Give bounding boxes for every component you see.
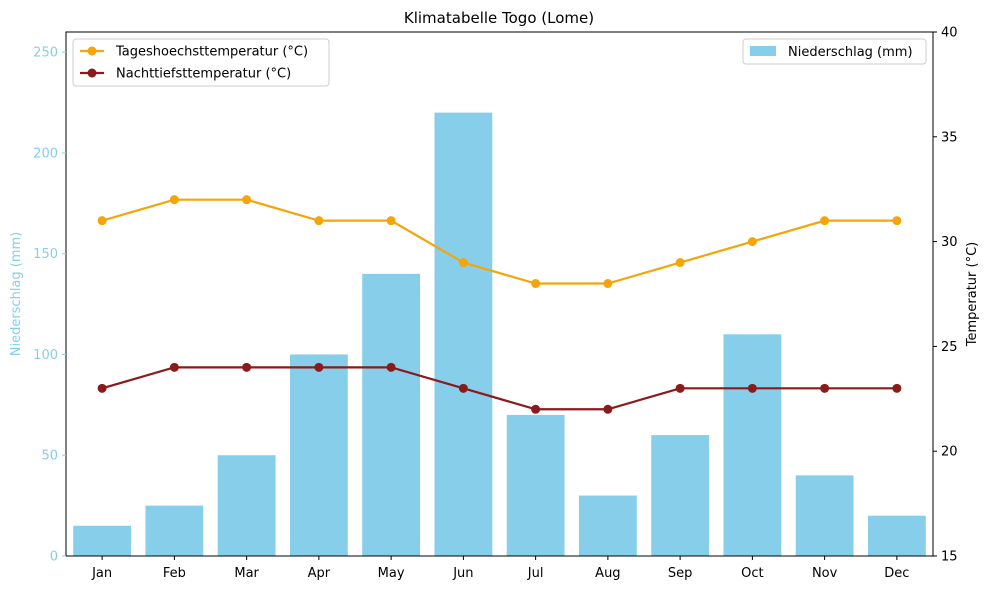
right-axis: 15 20 25 30 35 40: [933, 26, 958, 565]
bars-layer: [73, 112, 926, 557]
legend-frame: [72, 38, 330, 87]
series-1-point-may: [386, 362, 396, 372]
series-1-point-nov: [820, 383, 830, 393]
x-tick-label-may: May: [378, 566, 405, 581]
lines-layer: [97, 195, 902, 414]
left-axis-label: Niederschlag (mm): [9, 232, 24, 357]
series-0-point-jul: [531, 279, 541, 289]
series-1-point-feb: [169, 362, 179, 372]
series-0-point-aug: [603, 279, 613, 289]
bar-jul: [506, 414, 565, 556]
left-tick-label: 250: [33, 46, 58, 61]
legend-bar-swatch: [750, 46, 776, 56]
x-tick-label-sep: Sep: [668, 566, 693, 581]
left-tick-label: 50: [41, 449, 58, 464]
series-1-point-jul: [531, 404, 541, 414]
bar-nov: [795, 475, 854, 556]
series-line-0: [101, 198, 897, 285]
right-tick-label: 35: [941, 130, 958, 145]
x-tick-label-feb: Feb: [163, 566, 186, 581]
series-0-point-nov: [820, 216, 830, 226]
series-0-point-sep: [675, 258, 685, 268]
series-0-point-feb: [169, 195, 179, 205]
series-1-point-sep: [675, 383, 685, 393]
series-1-point-mar: [242, 362, 252, 372]
bar-aug: [578, 495, 637, 556]
series-0-point-may: [386, 216, 396, 226]
series-1-point-oct: [747, 383, 757, 393]
legend-marker: [87, 68, 97, 78]
legend-label: Tageshoechsttemperatur (°C): [115, 45, 308, 60]
bar-jun: [434, 112, 493, 557]
series-line-1: [101, 366, 897, 411]
right-tick-label: 25: [941, 340, 958, 355]
right-tick-label: 20: [941, 445, 958, 460]
x-tick-label-jun: Jun: [452, 566, 473, 581]
left-tick-label: 200: [33, 146, 58, 161]
series-1-point-jun: [458, 383, 468, 393]
bar-dec: [867, 515, 926, 556]
x-tick-label-jan: Jan: [91, 566, 112, 581]
left-tick-label: 150: [33, 247, 58, 262]
legend-frame: [742, 38, 927, 65]
x-tick-label-mar: Mar: [234, 566, 259, 581]
legend-temperature: Tageshoechsttemperatur (°C) Nachttiefstte…: [72, 38, 330, 87]
x-tick-label-oct: Oct: [741, 566, 763, 581]
chart-title: Klimatabelle Togo (Lome): [404, 9, 594, 27]
legend-label: Niederschlag (mm): [788, 45, 913, 60]
series-0-point-mar: [242, 195, 252, 205]
series-0-point-dec: [892, 216, 902, 226]
series-0-point-jun: [458, 258, 468, 268]
right-tick-label: 40: [941, 26, 958, 41]
bar-jan: [73, 525, 132, 556]
bar-feb: [145, 505, 204, 556]
legend-precipitation: Niederschlag (mm): [742, 38, 927, 65]
bar-oct: [723, 334, 782, 556]
right-tick-label: 15: [941, 550, 958, 565]
series-0-point-oct: [747, 237, 757, 247]
x-tick-label-jul: Jul: [527, 566, 544, 581]
legend-marker: [87, 46, 97, 56]
plot-frame: [65, 31, 934, 557]
left-tick-label: 100: [33, 348, 58, 363]
series-1-point-apr: [314, 362, 324, 372]
x-axis: Jan Feb Mar Apr May Jun Jul Aug Sep Oct Nov Dec: [91, 556, 909, 581]
series-1-point-jan: [97, 383, 107, 393]
bar-sep: [651, 435, 710, 556]
series-1-point-dec: [892, 383, 902, 393]
right-tick-label: 30: [941, 235, 958, 250]
left-tick-label: 0: [50, 550, 58, 565]
x-tick-label-aug: Aug: [595, 566, 620, 581]
legend-label: Nachttiefsttemperatur (°C): [116, 67, 291, 82]
bar-mar: [217, 455, 276, 556]
series-0-point-jan: [97, 216, 107, 226]
left-axis: 0 50 100 150 200 250: [33, 46, 66, 565]
x-tick-label-apr: Apr: [308, 566, 331, 581]
right-axis-label: Temperatur (°C): [965, 242, 980, 348]
bar-apr: [289, 354, 348, 556]
bar-may: [362, 273, 421, 556]
x-tick-label-dec: Dec: [884, 566, 909, 581]
x-tick-label-nov: Nov: [812, 566, 838, 581]
series-0-point-apr: [314, 216, 324, 226]
series-1-point-aug: [603, 404, 613, 414]
